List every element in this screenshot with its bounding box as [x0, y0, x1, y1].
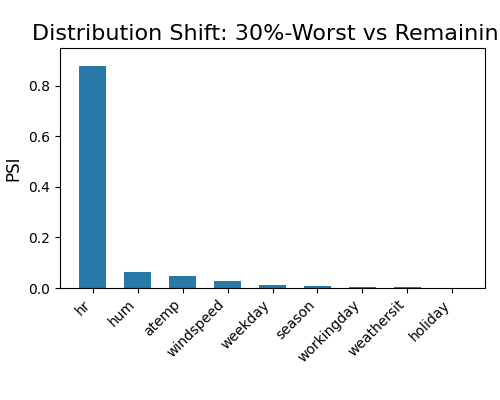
- Bar: [124, 272, 151, 288]
- Bar: [214, 281, 241, 288]
- Title: Distribution Shift: 30%-Worst vs Remaining: Distribution Shift: 30%-Worst vs Remaini…: [32, 24, 500, 44]
- Bar: [304, 286, 331, 288]
- Bar: [169, 276, 196, 288]
- Bar: [259, 286, 286, 288]
- Bar: [80, 66, 106, 288]
- Bar: [349, 287, 376, 288]
- Y-axis label: PSI: PSI: [4, 155, 22, 181]
